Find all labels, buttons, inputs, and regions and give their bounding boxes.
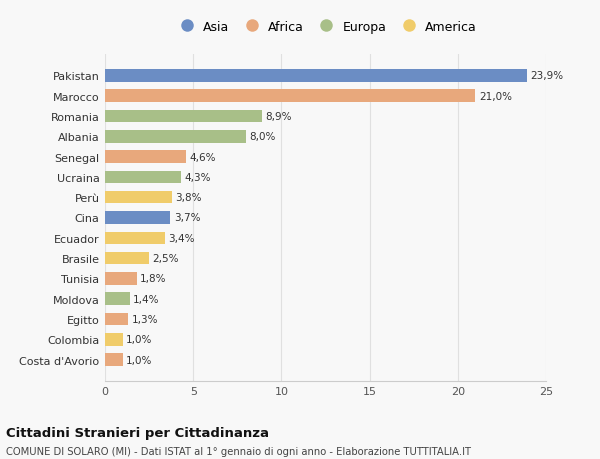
Text: Cittadini Stranieri per Cittadinanza: Cittadini Stranieri per Cittadinanza <box>6 426 269 439</box>
Bar <box>105 252 149 265</box>
Text: 2,5%: 2,5% <box>152 253 179 263</box>
Text: 4,6%: 4,6% <box>190 152 216 162</box>
Bar <box>105 111 262 123</box>
Text: 3,7%: 3,7% <box>174 213 200 223</box>
Text: 1,0%: 1,0% <box>126 355 152 365</box>
Bar <box>105 191 172 204</box>
Text: 23,9%: 23,9% <box>530 71 563 81</box>
Bar <box>105 70 527 83</box>
Bar <box>105 212 170 224</box>
Text: 1,8%: 1,8% <box>140 274 167 284</box>
Bar <box>105 273 137 285</box>
Bar <box>105 353 122 366</box>
Text: 8,0%: 8,0% <box>250 132 276 142</box>
Text: 4,3%: 4,3% <box>184 173 211 183</box>
Text: 1,0%: 1,0% <box>126 335 152 345</box>
Text: COMUNE DI SOLARO (MI) - Dati ISTAT al 1° gennaio di ogni anno - Elaborazione TUT: COMUNE DI SOLARO (MI) - Dati ISTAT al 1°… <box>6 446 471 456</box>
Bar <box>105 90 475 103</box>
Legend: Asia, Africa, Europa, America: Asia, Africa, Europa, America <box>169 16 482 39</box>
Bar <box>105 333 122 346</box>
Bar <box>105 313 128 325</box>
Bar <box>105 151 186 163</box>
Text: 3,4%: 3,4% <box>169 233 195 243</box>
Bar <box>105 293 130 305</box>
Text: 21,0%: 21,0% <box>479 91 512 101</box>
Text: 1,3%: 1,3% <box>131 314 158 325</box>
Bar <box>105 131 246 143</box>
Bar <box>105 171 181 184</box>
Text: 8,9%: 8,9% <box>266 112 292 122</box>
Bar <box>105 232 165 245</box>
Text: 1,4%: 1,4% <box>133 294 160 304</box>
Text: 3,8%: 3,8% <box>176 193 202 203</box>
